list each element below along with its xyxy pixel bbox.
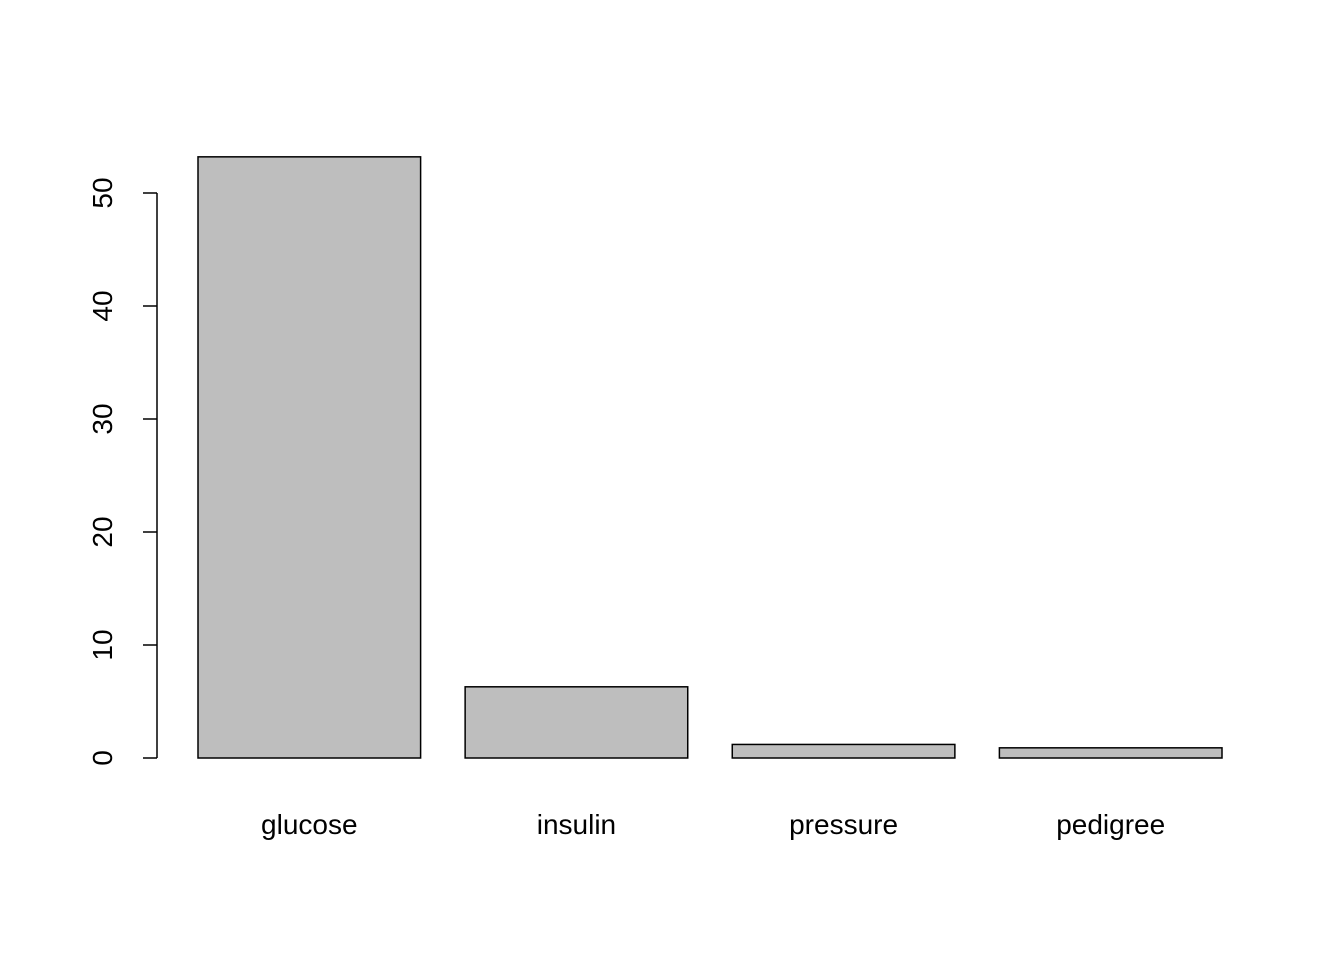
y-tick-label: 40: [87, 290, 118, 321]
y-axis: 0 10 20 30 40 50: [87, 177, 158, 766]
y-tick-label: 30: [87, 403, 118, 434]
y-tick-label: 50: [87, 177, 118, 208]
y-tick-label: 10: [87, 629, 118, 660]
bar-glucose: [197, 156, 422, 759]
x-tick-label-pressure: pressure: [789, 809, 898, 840]
bars: [197, 156, 1223, 759]
bar-insulin: [464, 686, 689, 759]
x-tick-label-pedigree: pedigree: [1056, 809, 1165, 840]
y-tick-label: 20: [87, 516, 118, 547]
x-tick-label-glucose: glucose: [261, 809, 358, 840]
x-axis-labels: glucose insulin pressure pedigree: [261, 809, 1165, 840]
bar-pedigree: [998, 747, 1223, 759]
y-tick-label: 0: [87, 750, 118, 766]
x-tick-label-insulin: insulin: [537, 809, 616, 840]
bar-pressure: [731, 743, 956, 759]
